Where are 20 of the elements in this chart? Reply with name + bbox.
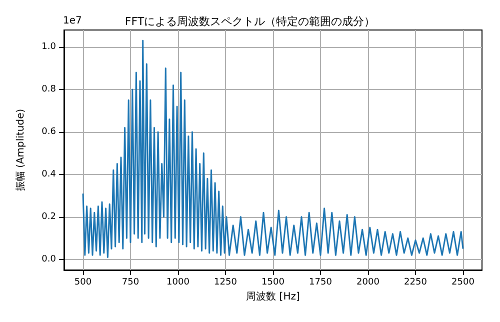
line-series — [82, 40, 464, 258]
y-tick-label: 0.0 — [42, 254, 56, 264]
x-tick-label: 750 — [122, 278, 140, 288]
y-tick-label: 0.2 — [42, 212, 56, 222]
x-tick-label: 1750 — [309, 278, 332, 288]
x-tick-label: 2500 — [452, 278, 475, 288]
y-tick-label: 0.8 — [42, 84, 56, 94]
y-axis-title: 振幅 (Amplitude) — [14, 108, 26, 192]
y-tick-label: 0.4 — [42, 169, 56, 180]
y-tick-label: 0.6 — [42, 126, 56, 137]
chart-title: FFTによる周波数スペクトル（特定の範囲の成分） — [124, 15, 376, 28]
x-tick-label: 2250 — [404, 278, 428, 288]
x-axis-title: 周波数 [Hz] — [246, 290, 300, 302]
x-tick-label: 2000 — [356, 278, 380, 288]
x-tick-label: 500 — [74, 278, 92, 288]
x-tick-label: 1250 — [214, 278, 238, 288]
x-tick-label: 1000 — [166, 278, 190, 288]
x-tick-label: 1500 — [262, 278, 285, 288]
text: 1e7 — [63, 16, 82, 26]
y-tick-label: 1.0 — [42, 42, 56, 52]
